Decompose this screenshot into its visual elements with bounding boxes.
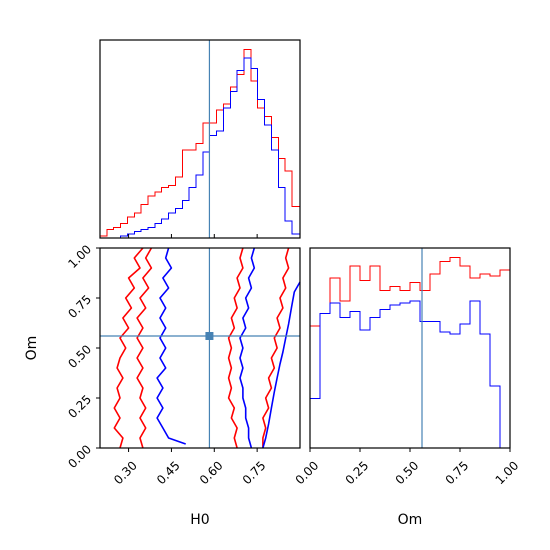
contour-marks (113, 247, 301, 449)
om-tick-label-1: 0.00 (65, 442, 94, 471)
truth-point (205, 332, 214, 340)
om-tick-label-3: 0.50 (65, 342, 94, 371)
h0-axis-label: H0 (190, 512, 209, 528)
h0-tick-label-1: 0.30 (111, 458, 140, 487)
om-histogram-frame (309, 247, 511, 449)
om-histogram-marks (309, 257, 511, 449)
contour-series-1-line-1 (113, 247, 144, 449)
om-histogram-axis-label: Om (398, 512, 423, 528)
contour-frame (99, 247, 301, 449)
contour-series-2-line-2 (239, 247, 256, 449)
contour-series-1-line-4 (262, 247, 290, 448)
h0-histogram-marks (99, 48, 301, 239)
om-tick-label-5: 1.00 (65, 242, 94, 271)
h0-tick-label-3: 0.60 (197, 458, 226, 487)
om-histogram-series-2 (309, 300, 510, 449)
h0-tick-label-2: 0.45 (154, 458, 183, 487)
om-axis-label: Om (24, 336, 40, 361)
contour-series-1-line-3 (227, 247, 244, 449)
contour-panel: 0.30 0.45 0.60 0.750.000.250.500.751.00 H0 … (24, 242, 301, 528)
om-tick-label-4: 0.75 (65, 292, 94, 321)
h0-histogram-series-2 (100, 57, 301, 239)
om-histogram-tick-label-5: 1.00 (493, 458, 522, 487)
om-histogram-tick-label-3: 0.50 (393, 458, 422, 487)
contour-series-1-line-2 (136, 247, 153, 449)
h0-histogram-ticks (128, 234, 258, 238)
om-histogram-tick-label-1: 0.00 (293, 458, 322, 487)
om-tick-label-2: 0.25 (65, 392, 94, 421)
h0-tick-label-4: 0.75 (240, 458, 269, 487)
h0-histogram-frame (99, 39, 301, 239)
om-histogram-tick-label-2: 0.25 (343, 458, 372, 487)
contour-series-2-line-1 (156, 247, 186, 445)
om-histogram-tick-label-4: 0.75 (443, 458, 472, 487)
om-histogram-panel: 0.00 0.25 0.50 0.75 1.00 Om (293, 247, 522, 528)
om-histogram-series-1 (309, 257, 511, 448)
h0-histogram-panel (99, 39, 301, 239)
contour-series-2-line-3 (262, 281, 301, 449)
h0-histogram-series-1 (99, 48, 301, 238)
om-histogram-ticks: 0.00 0.25 0.50 0.75 1.00 (293, 448, 522, 487)
